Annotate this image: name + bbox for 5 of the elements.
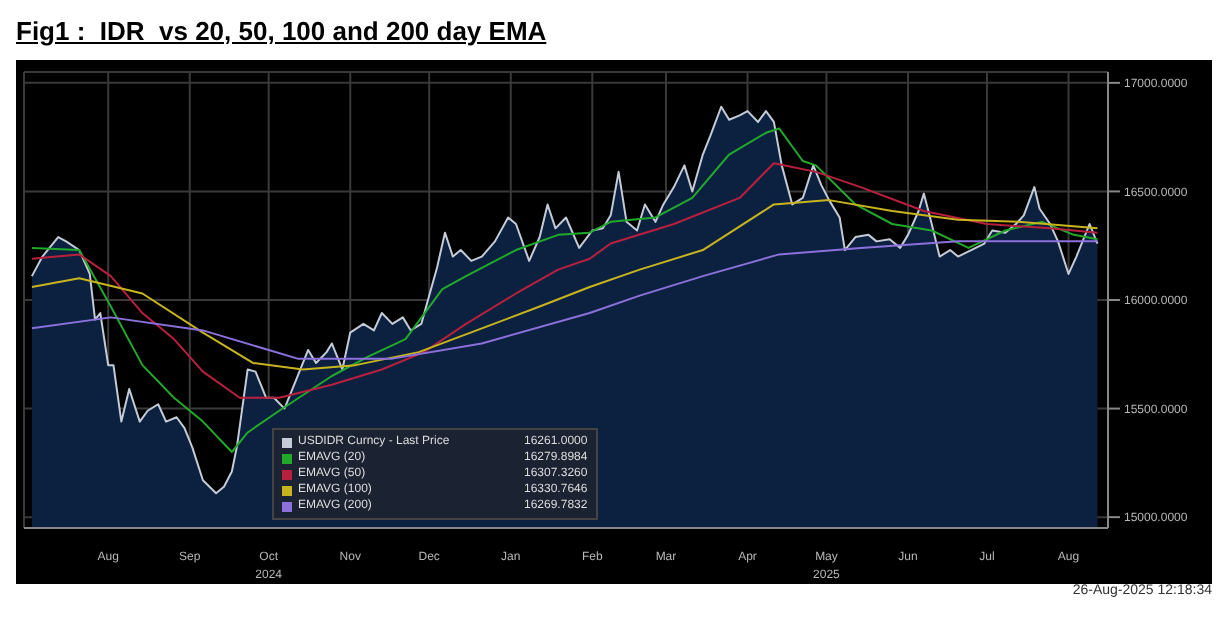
line-series [30, 240, 1099, 360]
line-series [30, 199, 1099, 371]
line-series [30, 127, 1099, 453]
line-series [30, 162, 1099, 399]
chart-title: Fig1 : IDR vs 20, 50, 100 and 200 day EMA [16, 16, 549, 50]
